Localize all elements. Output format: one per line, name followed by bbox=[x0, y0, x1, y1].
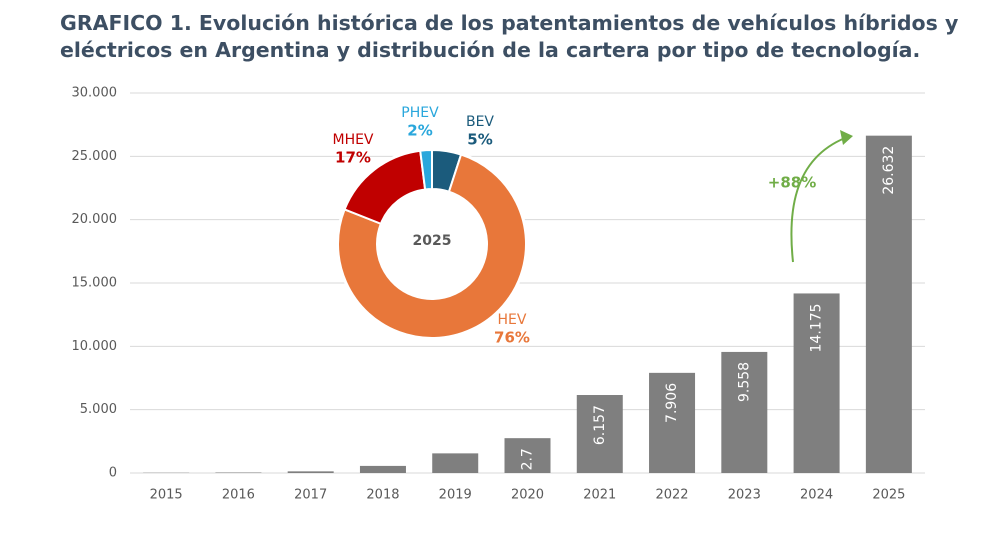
bar bbox=[287, 471, 334, 473]
value-label: 6.157 bbox=[592, 405, 608, 445]
value-label: 14.175 bbox=[809, 303, 825, 352]
pie-slice bbox=[337, 153, 527, 339]
pie-value-label: 5% bbox=[467, 131, 492, 149]
chart-title: GRAFICO 1. Evolución histórica de los pa… bbox=[60, 11, 959, 62]
annotation-arrowhead bbox=[840, 130, 853, 145]
pie-value-label: 76% bbox=[494, 329, 530, 347]
x-tick-label: 2022 bbox=[655, 488, 688, 503]
bar bbox=[359, 465, 406, 473]
bar bbox=[432, 453, 479, 473]
value-label: 26.632 bbox=[881, 146, 897, 195]
x-tick-label: 2016 bbox=[222, 488, 255, 503]
pie-category-label: MHEV bbox=[332, 132, 373, 148]
pie-category-label: PHEV bbox=[401, 105, 439, 121]
y-tick-label: 0 bbox=[109, 466, 117, 481]
bar bbox=[215, 472, 262, 473]
x-tick-label: 2025 bbox=[872, 488, 905, 503]
value-label: 7.906 bbox=[664, 383, 680, 423]
value-label: 2.7 bbox=[520, 448, 536, 470]
x-tick-label: 2015 bbox=[150, 488, 183, 503]
bar bbox=[649, 372, 696, 473]
y-tick-label: 10.000 bbox=[72, 339, 118, 354]
y-tick-label: 15.000 bbox=[72, 276, 118, 291]
y-tick-label: 5.000 bbox=[80, 402, 117, 417]
bar bbox=[504, 438, 551, 473]
x-tick-label: 2023 bbox=[728, 488, 761, 503]
x-tick-label: 2019 bbox=[439, 488, 472, 503]
pie-category-label: HEV bbox=[498, 312, 527, 328]
pie-value-label: 17% bbox=[335, 149, 371, 167]
x-tick-label: 2020 bbox=[511, 488, 544, 503]
bar bbox=[793, 293, 840, 473]
x-tick-label: 2018 bbox=[366, 488, 399, 503]
y-tick-label: 30.000 bbox=[72, 86, 118, 101]
annotation-arrow bbox=[790, 137, 846, 263]
x-tick-label: 2017 bbox=[294, 488, 327, 503]
x-tick-label: 2021 bbox=[583, 488, 616, 503]
pie-center-label: 2025 bbox=[413, 233, 452, 249]
y-tick-label: 20.000 bbox=[72, 212, 118, 227]
pie-slice bbox=[419, 148, 433, 191]
pie-category-label: BEV bbox=[466, 114, 494, 130]
pie-value-label: 2% bbox=[407, 122, 432, 140]
bar bbox=[721, 351, 768, 473]
annotation: +88% bbox=[768, 174, 816, 192]
bar bbox=[865, 135, 912, 474]
y-tick-label: 25.000 bbox=[72, 149, 118, 164]
value-label: 9.558 bbox=[736, 362, 752, 402]
bar bbox=[576, 395, 623, 473]
x-tick-label: 2024 bbox=[800, 488, 833, 503]
